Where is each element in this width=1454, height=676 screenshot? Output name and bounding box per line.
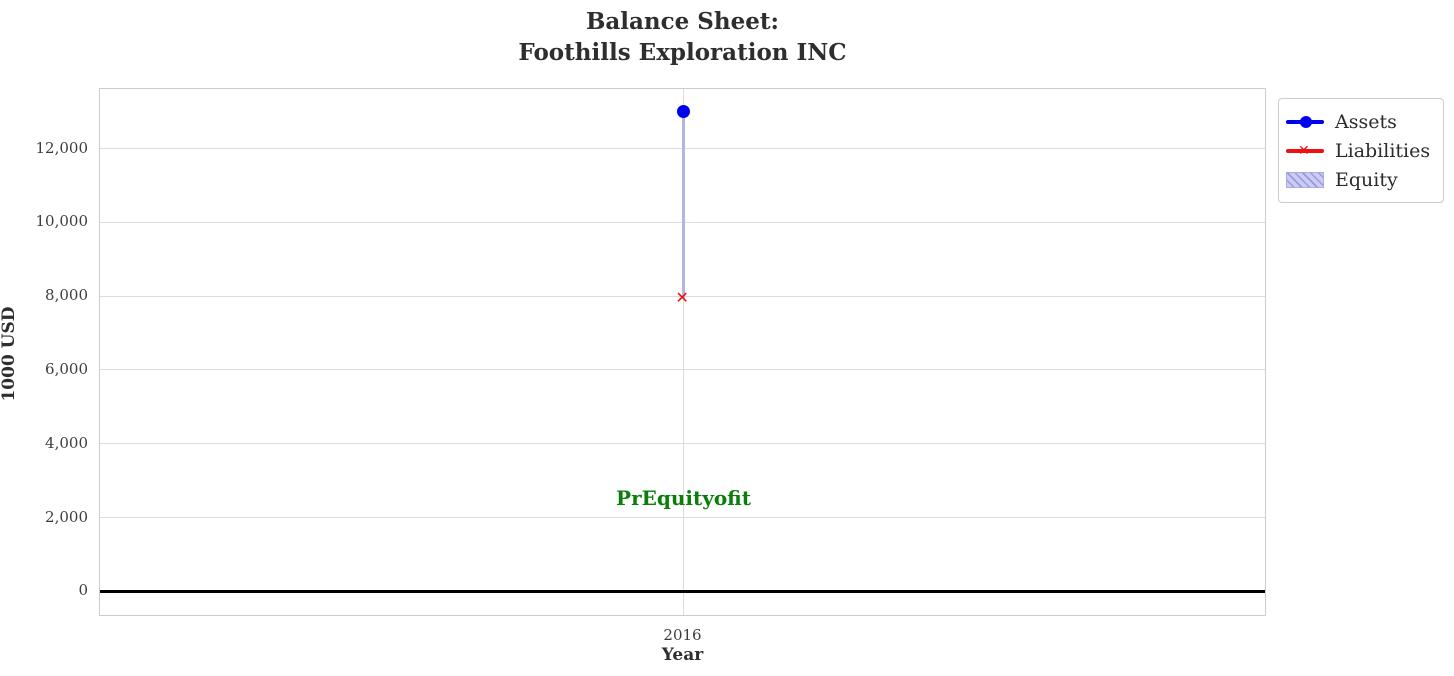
- legend-label-liabilities: Liabilities: [1335, 139, 1431, 162]
- legend-item-liabilities: ✕ Liabilities: [1286, 136, 1433, 165]
- assets-data-point: [677, 105, 690, 119]
- chart-title: Balance Sheet: Foothills Exploration INC: [99, 6, 1266, 68]
- liabilities-data-point: ✕: [675, 287, 689, 307]
- assets-line-icon: [1286, 113, 1326, 131]
- y-gridline: [100, 443, 1265, 445]
- y-tick-label: 6,000: [45, 359, 88, 378]
- x-axis-label: Year: [661, 645, 704, 665]
- plot-area: ✕ PrEquityofit: [99, 88, 1266, 616]
- y-tick-label: 12,000: [35, 138, 89, 157]
- x-tick-label: 2016: [663, 626, 702, 644]
- liabilities-line-icon: ✕: [1286, 142, 1326, 160]
- equity-hatch-icon: [1286, 171, 1326, 189]
- chart-title-line1: Balance Sheet:: [585, 8, 780, 35]
- legend-label-equity: Equity: [1335, 168, 1398, 191]
- profit-equity-annotation: PrEquityofit: [616, 486, 751, 511]
- equity-band: [682, 111, 685, 298]
- legend: Assets ✕ Liabilities Equity: [1278, 98, 1444, 203]
- zero-line: [100, 590, 1265, 593]
- y-tick-label: 0: [78, 581, 88, 600]
- y-axis-label: 1000 USD: [0, 306, 19, 402]
- legend-label-assets: Assets: [1335, 110, 1397, 133]
- legend-item-equity: Equity: [1286, 165, 1433, 194]
- chart-title-line2: Foothills Exploration INC: [518, 39, 847, 66]
- y-tick-label: 10,000: [35, 212, 89, 231]
- y-tick-label: 8,000: [45, 286, 88, 305]
- x-gridline: [683, 89, 684, 615]
- y-gridline: [100, 369, 1265, 371]
- y-tick-label: 4,000: [45, 433, 88, 452]
- y-gridline: [100, 517, 1265, 519]
- legend-item-assets: Assets: [1286, 107, 1433, 136]
- y-tick-label: 2,000: [45, 507, 88, 526]
